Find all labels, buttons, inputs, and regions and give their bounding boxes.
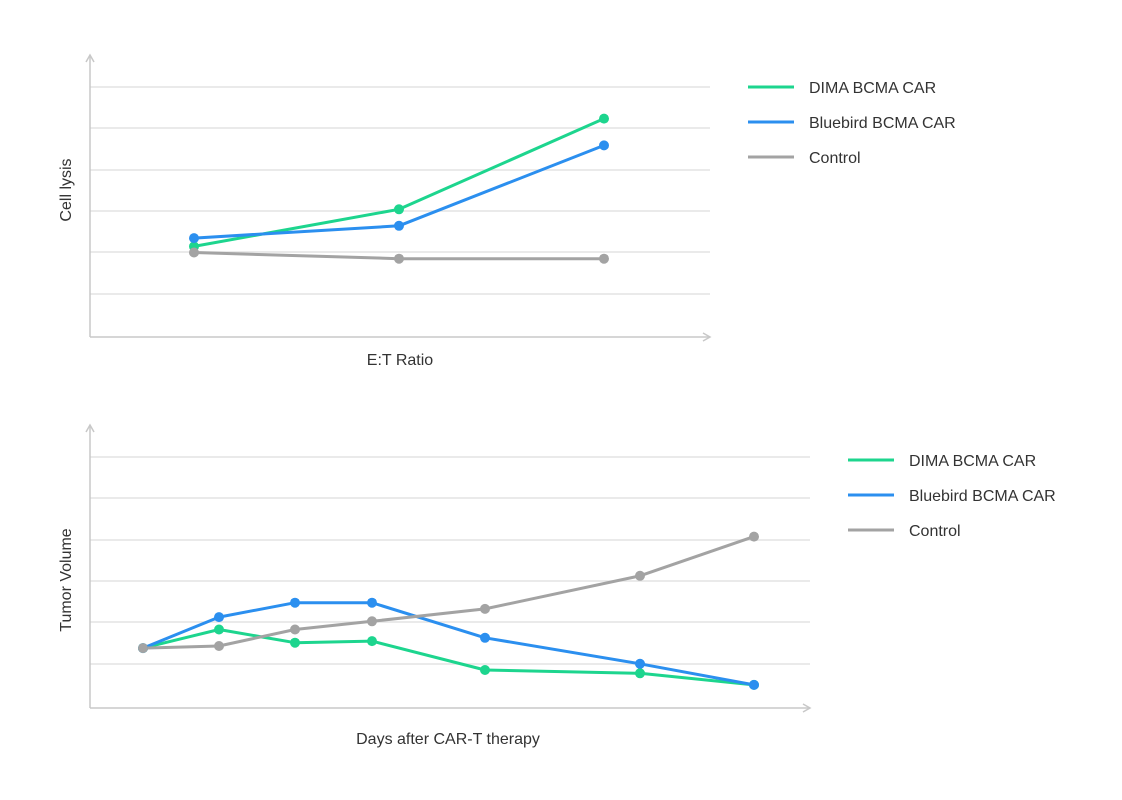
data-point-series-0 <box>635 668 645 679</box>
data-point-series-0 <box>480 665 490 675</box>
legend-label: Control <box>909 523 961 540</box>
data-point-series-0 <box>214 624 224 635</box>
legend-label: DIMA BCMA CAR <box>809 80 936 97</box>
data-point-series-1 <box>394 220 404 231</box>
data-point-series-1 <box>189 233 199 244</box>
data-point-series-2 <box>367 616 377 627</box>
data-point-series-2 <box>599 253 609 264</box>
data-point-series-2 <box>138 643 148 654</box>
data-point-series-1 <box>290 597 300 608</box>
legend-label: DIMA BCMA CAR <box>909 453 1036 470</box>
data-point-series-0 <box>599 113 609 124</box>
y-axis-label: Tumor Volume <box>58 528 75 632</box>
legend-label: Bluebird BCMA CAR <box>809 115 956 132</box>
x-axis-arrow-icon <box>802 703 812 713</box>
data-point-series-1 <box>480 632 490 643</box>
data-point-series-2 <box>214 641 224 651</box>
y-axis-label: Cell lysis <box>58 158 75 221</box>
data-point-series-2 <box>749 531 759 542</box>
legend-label: Control <box>809 150 861 167</box>
data-point-series-1 <box>599 140 609 151</box>
data-point-series-1 <box>214 612 224 623</box>
data-point-series-1 <box>749 679 759 690</box>
data-point-series-1 <box>635 658 645 669</box>
x-axis-label: Days after CAR-T therapy <box>356 731 540 748</box>
x-axis-arrow-icon <box>702 332 712 342</box>
chart-cell-lysis: E:T Ratio Cell lysis DIMA BCMA CAR Bluebird… <box>58 53 956 369</box>
data-point-series-2 <box>290 624 300 635</box>
data-point-series-2 <box>635 570 645 581</box>
data-point-series-0 <box>290 637 300 648</box>
y-axis-arrow-icon <box>85 423 95 433</box>
data-point-series-2 <box>394 253 404 264</box>
data-point-series-1 <box>367 597 377 608</box>
legend-label: Bluebird BCMA CAR <box>909 488 1056 505</box>
data-point-series-2 <box>480 603 490 614</box>
data-point-series-2 <box>189 247 199 258</box>
y-axis-arrow-icon <box>85 53 95 63</box>
x-axis-label: E:T Ratio <box>367 352 434 369</box>
data-point-series-0 <box>394 204 404 215</box>
chart-tumor-volume: Days after CAR-T therapy Tumor Volume DIMA… <box>58 423 1056 748</box>
series-line-0 <box>141 628 756 687</box>
data-point-series-0 <box>367 636 377 647</box>
